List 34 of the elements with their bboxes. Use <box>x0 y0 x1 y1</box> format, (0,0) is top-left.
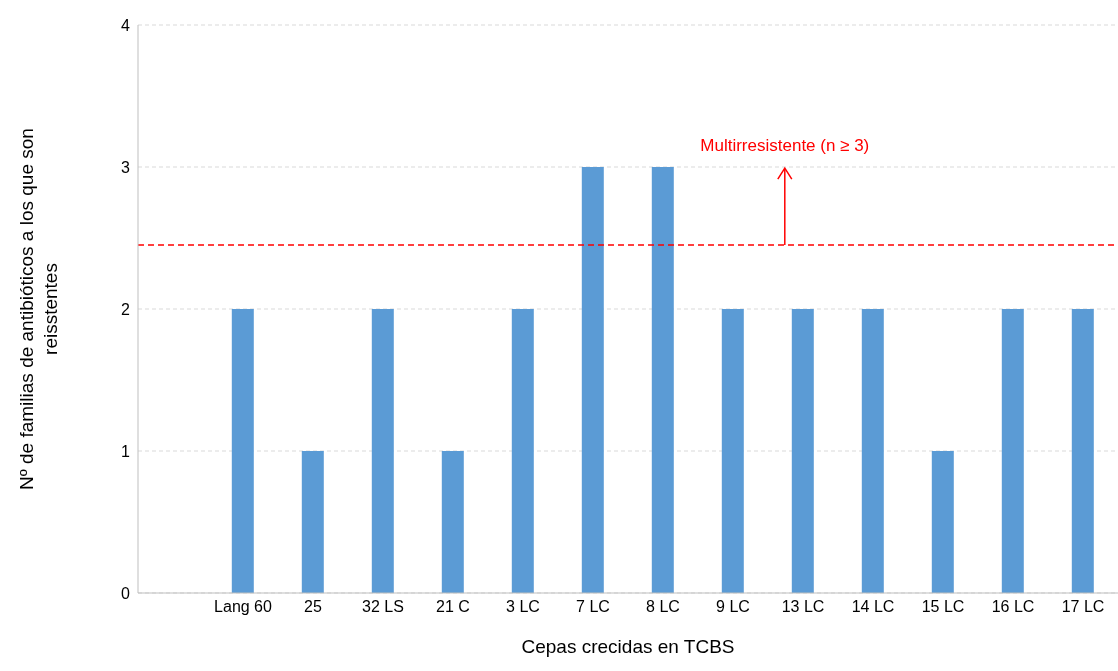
bar <box>231 309 254 593</box>
y-tick-label: 3 <box>121 158 131 176</box>
bar <box>1071 309 1094 593</box>
x-axis-title: Cepas crecidas en TCBS <box>521 636 735 657</box>
y-axis-title: Nº de familias de antibióticos a los que son reisstentes <box>16 128 61 490</box>
bar <box>581 167 604 593</box>
x-tick-label: 15 LC <box>921 598 965 616</box>
x-tick-label: 14 LC <box>851 598 895 616</box>
bar <box>791 309 814 593</box>
x-tick-label: 8 LC <box>646 598 680 616</box>
y-tick-label: 1 <box>121 442 131 460</box>
bar <box>931 451 954 593</box>
bar <box>721 309 744 593</box>
bar <box>371 309 394 593</box>
y-tick-label: 0 <box>121 584 131 602</box>
bar <box>511 309 534 593</box>
ref-line-label: Multirresistente (n ≥ 3) <box>700 136 870 156</box>
x-tick-label: 13 LC <box>781 598 825 616</box>
x-tick-label: 16 LC <box>991 598 1035 616</box>
x-tick-label: 21 C <box>436 598 470 616</box>
x-tick-label: 9 LC <box>716 598 750 616</box>
x-tick-label: 17 LC <box>1061 598 1105 616</box>
bar <box>861 309 884 593</box>
bar <box>1001 309 1024 593</box>
bar <box>441 451 464 593</box>
x-tick-label: 32 LS <box>362 598 404 616</box>
bar <box>301 451 324 593</box>
x-tick-label: 7 LC <box>576 598 610 616</box>
bar <box>651 167 674 593</box>
x-tick-label: 25 <box>304 598 322 616</box>
x-tick-label: 3 LC <box>506 598 540 616</box>
y-tick-label: 4 <box>121 16 131 34</box>
x-tick-label: Lang 60 <box>214 598 273 616</box>
y-tick-label: 2 <box>121 300 131 318</box>
